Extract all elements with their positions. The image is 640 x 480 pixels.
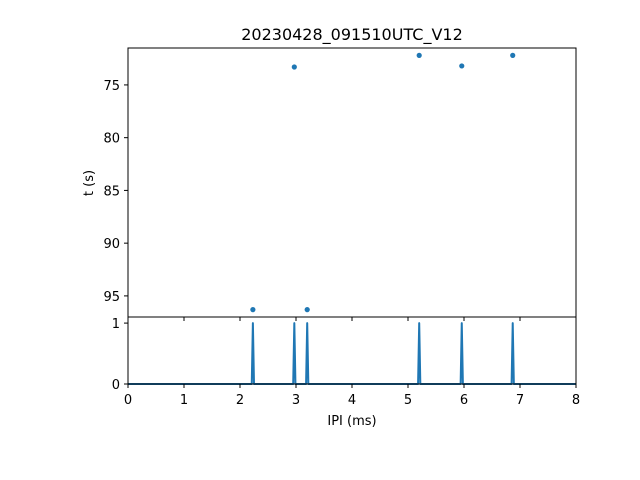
bottom-y-tick-label: 0 (112, 378, 120, 393)
bottom-y-tick-label: 1 (112, 317, 120, 332)
bottom-axes-frame (127, 316, 577, 385)
top-scatter-panel: 75 80 85 90 95 (103, 52, 577, 321)
bottom-x-tick-label: 4 (348, 393, 356, 408)
top-y-tick-label: 90 (103, 237, 120, 252)
scatter-point (304, 307, 310, 313)
bottom-x-tick-label: 2 (236, 393, 244, 408)
scatter-point (510, 52, 516, 58)
bottom-x-tick-label: 6 (460, 393, 468, 408)
scatter-point (416, 52, 422, 58)
scatter-point (459, 63, 465, 69)
bottom-x-tick-label: 1 (180, 393, 188, 408)
top-y-tick-label: 85 (103, 184, 120, 199)
bottom-x-axis-label: IPI (ms) (327, 414, 376, 429)
top-y-tick-label: 80 (103, 132, 120, 147)
bottom-x-tick-label: 8 (572, 393, 580, 408)
scatter-point (250, 307, 256, 313)
bottom-x-tick-label: 0 (124, 393, 132, 408)
top-y-axis-label: t (s) (82, 170, 97, 196)
top-y-tick-label: 95 (103, 290, 120, 305)
bottom-x-tick-label: 3 (292, 393, 300, 408)
scatter-point (291, 64, 297, 70)
bottom-x-tick-label: 7 (516, 393, 524, 408)
top-y-tick-label: 75 (103, 79, 120, 94)
chart-title: 20230428_091510UTC_V12 (241, 25, 463, 45)
bottom-x-tick-label: 5 (404, 393, 412, 408)
